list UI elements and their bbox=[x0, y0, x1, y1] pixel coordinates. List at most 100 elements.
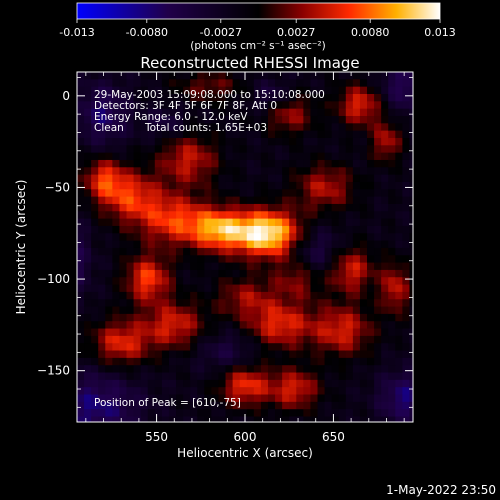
heatmap-cell bbox=[126, 365, 134, 373]
heatmap-cell bbox=[260, 409, 269, 417]
heatmap-cell bbox=[239, 137, 248, 146]
heatmap-cell bbox=[147, 196, 156, 205]
heatmap-cell bbox=[232, 247, 241, 256]
heatmap-cell bbox=[374, 401, 382, 410]
heatmap-cell bbox=[282, 152, 290, 161]
heatmap-cell bbox=[183, 401, 191, 410]
heatmap-cell bbox=[310, 379, 318, 388]
heatmap-cell bbox=[91, 313, 99, 322]
colorbar-unit-label: (photons cm⁻² s⁻¹ asec⁻²) bbox=[190, 40, 325, 52]
heatmap-cell bbox=[84, 262, 92, 271]
heatmap-cell bbox=[324, 152, 333, 161]
heatmap-cell bbox=[338, 379, 347, 388]
heatmap-cell bbox=[374, 255, 382, 263]
heatmap-cell bbox=[112, 269, 120, 278]
heatmap-cell bbox=[84, 225, 92, 234]
heatmap-cell bbox=[282, 335, 290, 344]
heatmap-cell bbox=[147, 394, 156, 403]
heatmap-cell bbox=[204, 189, 212, 198]
heatmap-cell bbox=[140, 313, 149, 322]
heatmap-cell bbox=[253, 189, 262, 198]
heatmap-cell bbox=[126, 115, 134, 124]
heatmap-cell bbox=[246, 240, 255, 249]
heatmap-cell bbox=[154, 79, 163, 88]
heatmap-cell bbox=[282, 372, 290, 381]
heatmap-cell bbox=[317, 240, 325, 249]
heatmap-cell bbox=[409, 416, 413, 422]
heatmap-cell bbox=[133, 247, 142, 256]
heatmap-cell bbox=[324, 196, 333, 205]
heatmap-cell bbox=[183, 203, 191, 212]
heatmap-cell bbox=[374, 123, 382, 132]
heatmap-cell bbox=[289, 306, 297, 315]
heatmap-cell bbox=[98, 247, 106, 256]
heatmap-cell bbox=[331, 159, 340, 168]
heatmap-cell bbox=[105, 159, 113, 168]
heatmap-cell bbox=[126, 394, 134, 403]
heatmap-cell bbox=[112, 225, 120, 234]
heatmap-cell bbox=[352, 167, 361, 176]
heatmap-cell bbox=[395, 335, 403, 344]
heatmap-cell bbox=[246, 101, 255, 110]
heatmap-cell bbox=[77, 211, 85, 219]
heatmap-cell bbox=[331, 203, 340, 212]
heatmap-cell bbox=[197, 108, 205, 117]
heatmap-cell bbox=[374, 115, 382, 124]
heatmap-cell bbox=[282, 401, 290, 410]
heatmap-cell bbox=[133, 372, 142, 381]
heatmap-cell bbox=[197, 115, 205, 124]
heatmap-cell bbox=[359, 108, 368, 117]
heatmap-cell bbox=[331, 379, 340, 388]
heatmap-cell bbox=[359, 159, 368, 168]
heatmap-cell bbox=[289, 108, 297, 117]
heatmap-cell bbox=[402, 291, 410, 300]
heatmap-cell bbox=[154, 174, 163, 183]
heatmap-cell bbox=[402, 416, 410, 422]
heatmap-cell bbox=[133, 350, 142, 359]
heatmap-cell bbox=[260, 379, 269, 388]
heatmap-cell bbox=[197, 343, 205, 351]
heatmap-cell bbox=[253, 123, 262, 132]
heatmap-cell bbox=[105, 372, 113, 381]
heatmap-cell bbox=[91, 350, 99, 359]
heatmap-cell bbox=[388, 335, 396, 344]
heatmap-cell bbox=[352, 218, 361, 227]
heatmap-cell bbox=[395, 108, 403, 117]
heatmap-cell bbox=[197, 167, 205, 176]
heatmap-cell bbox=[197, 401, 205, 410]
heatmap-cell bbox=[289, 167, 297, 176]
heatmap-cell bbox=[133, 137, 142, 146]
heatmap-cell bbox=[402, 247, 410, 256]
heatmap-cell bbox=[352, 203, 361, 212]
heatmap-cell bbox=[395, 240, 403, 249]
heatmap-cell bbox=[183, 350, 191, 359]
heatmap-cell bbox=[190, 299, 198, 307]
heatmap-cell bbox=[352, 394, 361, 403]
heatmap-cell bbox=[126, 409, 134, 417]
heatmap-cell bbox=[282, 409, 290, 417]
heatmap-cell bbox=[260, 152, 269, 161]
heatmap-cell bbox=[381, 343, 389, 351]
heatmap-cell bbox=[239, 218, 248, 227]
heatmap-cell bbox=[395, 79, 403, 88]
heatmap-cell bbox=[225, 174, 234, 183]
heatmap-cell bbox=[409, 394, 413, 403]
heatmap-cell bbox=[77, 101, 85, 110]
heatmap-cell bbox=[260, 350, 269, 359]
heatmap-cell bbox=[161, 269, 170, 278]
heatmap-cell bbox=[190, 145, 198, 154]
heatmap-cell bbox=[388, 240, 396, 249]
heatmap-cell bbox=[147, 137, 156, 146]
heatmap-cell bbox=[359, 123, 368, 132]
heatmap-cell bbox=[352, 240, 361, 249]
heatmap-cell bbox=[84, 372, 92, 381]
heatmap-cell bbox=[126, 174, 134, 183]
heatmap-cell bbox=[91, 365, 99, 373]
heatmap-cell bbox=[154, 306, 163, 315]
heatmap-cell bbox=[352, 72, 361, 80]
heatmap-cell bbox=[119, 379, 127, 388]
heatmap-cell bbox=[246, 137, 255, 146]
heatmap-cell bbox=[232, 225, 241, 234]
heatmap-cell bbox=[161, 401, 170, 410]
heatmap-cell bbox=[275, 145, 283, 154]
